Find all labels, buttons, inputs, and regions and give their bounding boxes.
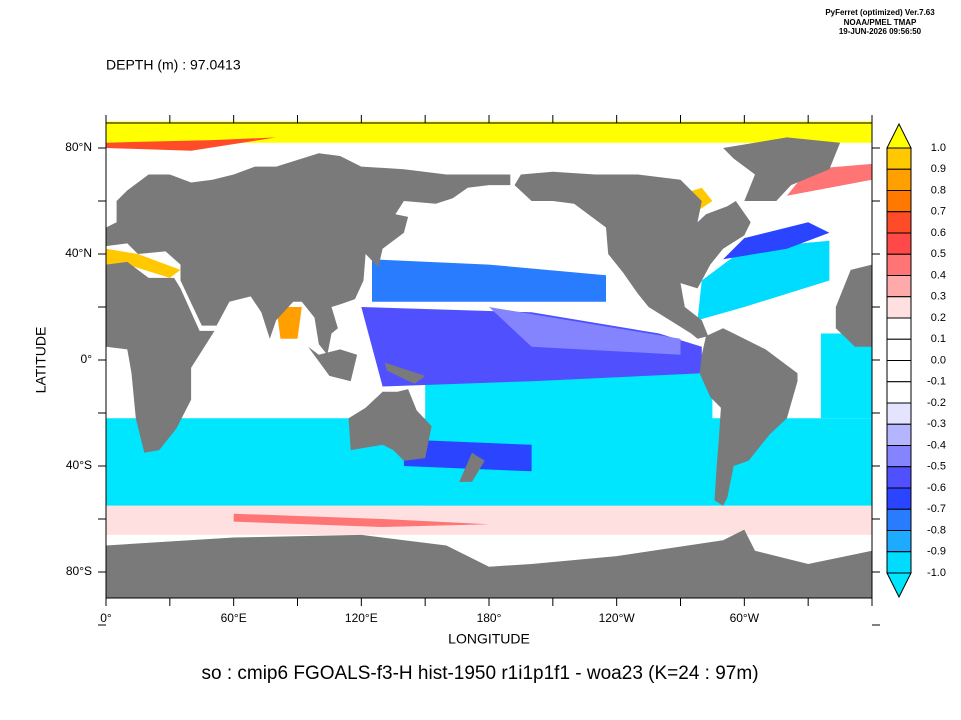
- land: [835, 264, 872, 347]
- land: [106, 261, 215, 453]
- colorbar-box: [886, 211, 912, 234]
- colorbar-label: 0.1: [931, 333, 946, 345]
- x-tick-label: 180°: [477, 611, 502, 625]
- colorbar-over: [886, 122, 912, 149]
- colorbar-box: [886, 381, 912, 404]
- land: [699, 328, 798, 506]
- land: [106, 153, 511, 355]
- colorbar-box: [886, 168, 912, 191]
- y-tick-label: 0°: [81, 352, 93, 366]
- colorbar-label: -0.3: [927, 418, 946, 430]
- y-tick-label: 40°N: [65, 246, 92, 260]
- colorbar-label: 0.3: [931, 291, 946, 303]
- colorbar-label: -1.0: [927, 567, 946, 579]
- colorbar-label: -0.7: [927, 503, 946, 515]
- colorbar-box: [886, 147, 912, 170]
- map: [98, 115, 880, 626]
- colorbar-label: 0.6: [931, 227, 946, 239]
- colorbar-box: [886, 360, 912, 383]
- x-tick-label: 60°E: [221, 611, 247, 625]
- colorbar-box: [886, 232, 912, 255]
- colorbar-label: -0.6: [927, 482, 946, 494]
- ocean-field: [489, 307, 681, 355]
- land: [514, 171, 751, 339]
- colorbar-label: 0.8: [931, 184, 946, 196]
- colorbar-label: 0.0: [931, 354, 946, 366]
- ocean-field: [697, 240, 830, 321]
- colorbar-box: [886, 551, 912, 574]
- land: [106, 529, 872, 599]
- colorbar-box: [886, 423, 912, 446]
- land: [459, 452, 485, 482]
- x-tick-label: 120°W: [599, 611, 636, 625]
- colorbar-label: 0.5: [931, 248, 946, 260]
- colorbar-box: [886, 253, 912, 276]
- colorbar-label: -0.5: [927, 461, 946, 473]
- ocean-field: [425, 373, 713, 506]
- colorbar-box: [886, 275, 912, 298]
- colorbar-label: 0.9: [931, 163, 946, 175]
- colorbar-label: 0.7: [931, 206, 946, 218]
- x-tick-label: 0°: [100, 611, 112, 625]
- ocean-field: [820, 333, 872, 419]
- ocean-field: [106, 137, 277, 151]
- colorbar-label: -0.1: [927, 376, 946, 388]
- colorbar-box: [886, 402, 912, 425]
- header-line: NOAA/PMEL TMAP: [844, 18, 917, 27]
- header-line: 19-JUN-2026 09:56:50: [839, 27, 922, 36]
- y-tick-label: 80°S: [66, 564, 92, 578]
- ocean-field: [403, 439, 532, 472]
- colorbar-label: -0.2: [927, 397, 946, 409]
- colorbar-box: [886, 487, 912, 510]
- colorbar-box: [886, 445, 912, 468]
- colorbar-box: [886, 530, 912, 553]
- ocean-field: [233, 513, 489, 527]
- y-tick-label: 80°N: [65, 140, 92, 154]
- colorbar-box: [886, 296, 912, 319]
- x-tick-label: 60°W: [730, 611, 760, 625]
- ocean-field: [372, 259, 606, 302]
- colorbar-box: [886, 317, 912, 340]
- colorbar-label: 0.4: [931, 269, 946, 281]
- ocean-field: [106, 121, 872, 143]
- land: [348, 389, 432, 461]
- y-tick-label: 40°S: [66, 458, 92, 472]
- colorbar-box: [886, 466, 912, 489]
- ocean-field: [723, 222, 830, 260]
- colorbar-box: [886, 338, 912, 361]
- land: [384, 362, 426, 384]
- colorbar-label: 1.0: [931, 142, 946, 154]
- land: [723, 137, 841, 201]
- ocean-field: [106, 505, 872, 535]
- header-line: PyFerret (optimized) Ver.7.63: [825, 8, 935, 17]
- x-tick-label: 120°E: [345, 611, 378, 625]
- colorbar-box: [886, 508, 912, 531]
- colorbar-label: -0.9: [927, 546, 946, 558]
- x-axis-title: LONGITUDE: [448, 631, 530, 647]
- colorbar-label: -0.4: [927, 439, 946, 451]
- footer-title: so : cmip6 FGOALS-f3-H hist-1950 r1i1p1f…: [201, 663, 758, 684]
- colorbar-under: [886, 572, 912, 599]
- colorbar-label: -0.8: [927, 524, 946, 536]
- land: [308, 346, 358, 382]
- ocean-field: [276, 307, 302, 339]
- ocean-field: [106, 248, 181, 278]
- y-axis-title: LATITUDE: [33, 327, 49, 394]
- depth-label: DEPTH (m) : 97.0413: [106, 57, 241, 73]
- colorbar-label: 0.2: [931, 312, 946, 324]
- colorbar-box: [886, 190, 912, 213]
